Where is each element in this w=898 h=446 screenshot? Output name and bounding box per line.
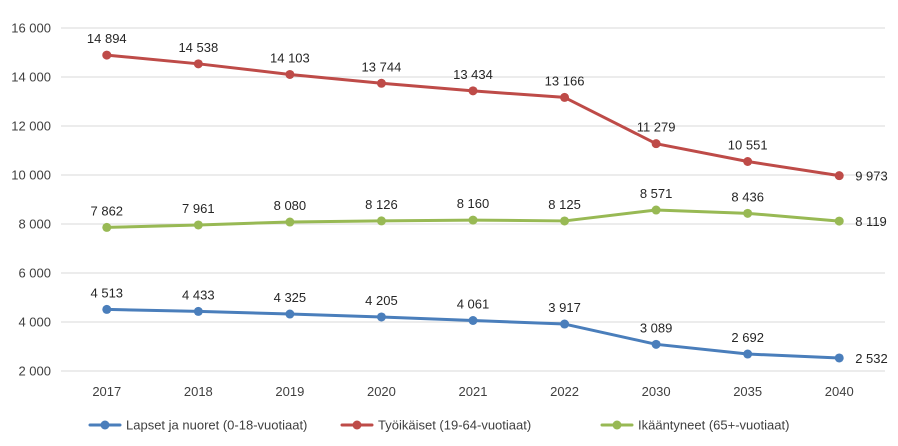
legend-label: Työikäiset (19-64-vuotiaat) — [378, 418, 531, 433]
data-label: 7 862 — [91, 203, 124, 218]
x-axis-ticks: 2017 2018 2019 2020 2021 2022 2030 2035 2040 — [92, 384, 853, 399]
x-tick-label: 2022 — [550, 384, 579, 399]
data-labels-group: 4 513 4 433 4 325 4 205 4 061 3 917 3 089 2 692… — [87, 31, 888, 366]
data-label: 14 538 — [178, 40, 218, 55]
data-label: 3 089 — [640, 320, 673, 335]
data-point — [651, 139, 661, 149]
legend-marker — [352, 420, 362, 430]
data-label: 8 436 — [731, 189, 764, 204]
data-point — [376, 78, 386, 88]
data-point — [834, 353, 844, 363]
data-point — [376, 216, 386, 226]
y-axis-ticks: 2 000 4 000 6 000 8 000 10 000 12 000 14 000 16… — [11, 21, 51, 379]
data-label: 4 325 — [274, 290, 307, 305]
data-point — [285, 309, 295, 319]
legend: Lapset ja nuoret (0-18-vuotiaat) Työikäis… — [88, 418, 789, 433]
data-label: 3 917 — [548, 300, 581, 315]
y-tick-label: 14 000 — [11, 70, 51, 85]
legend-item: Ikääntyneet (65+-vuotiaat) — [600, 418, 789, 433]
data-point — [468, 215, 478, 225]
legend-label: Lapset ja nuoret (0-18-vuotiaat) — [126, 418, 307, 433]
data-point — [743, 349, 753, 359]
data-label: 8 126 — [365, 197, 398, 212]
data-label: 14 103 — [270, 50, 310, 65]
x-tick-label: 2040 — [825, 384, 854, 399]
series-group — [102, 50, 844, 363]
data-label: 8 571 — [640, 186, 673, 201]
x-tick-label: 2019 — [275, 384, 304, 399]
y-tick-label: 8 000 — [18, 217, 51, 232]
data-point — [468, 316, 478, 326]
x-tick-label: 2035 — [733, 384, 762, 399]
data-point — [193, 220, 203, 230]
data-label: 4 205 — [365, 293, 398, 308]
data-label: 9 973 — [855, 169, 888, 184]
data-point — [834, 216, 844, 226]
data-point — [193, 59, 203, 69]
data-label: 13 434 — [453, 67, 493, 82]
data-point — [102, 304, 112, 314]
data-label: 4 433 — [182, 287, 215, 302]
data-label: 10 551 — [728, 138, 768, 153]
x-tick-label: 2018 — [184, 384, 213, 399]
data-label: 13 166 — [545, 73, 585, 88]
data-label: 4 513 — [91, 285, 124, 300]
y-tick-label: 2 000 — [18, 364, 51, 379]
data-label: 14 894 — [87, 31, 127, 46]
data-label: 8 160 — [457, 196, 490, 211]
y-tick-label: 16 000 — [11, 21, 51, 36]
data-point — [743, 208, 753, 218]
data-point — [743, 157, 753, 167]
data-point — [651, 339, 661, 349]
data-label: 8 125 — [548, 197, 581, 212]
data-label: 8 080 — [274, 198, 307, 213]
data-label: 13 744 — [362, 59, 402, 74]
data-label: 11 279 — [637, 120, 676, 135]
y-tick-label: 12 000 — [11, 119, 51, 134]
legend-item: Lapset ja nuoret (0-18-vuotiaat) — [88, 418, 307, 433]
y-tick-label: 10 000 — [11, 168, 51, 183]
data-point — [468, 86, 478, 96]
x-tick-label: 2020 — [367, 384, 396, 399]
x-tick-label: 2030 — [642, 384, 671, 399]
legend-marker — [612, 420, 622, 430]
legend-label: Ikääntyneet (65+-vuotiaat) — [638, 418, 789, 433]
data-point — [834, 171, 844, 181]
data-point — [193, 306, 203, 316]
x-tick-label: 2017 — [92, 384, 121, 399]
legend-item: Työikäiset (19-64-vuotiaat) — [340, 418, 531, 433]
y-tick-label: 6 000 — [18, 266, 51, 281]
data-label: 2 532 — [855, 351, 888, 366]
data-point — [560, 319, 570, 329]
data-point — [102, 222, 112, 232]
x-tick-label: 2021 — [459, 384, 488, 399]
data-point — [285, 69, 295, 79]
data-point — [102, 50, 112, 60]
y-tick-label: 4 000 — [18, 315, 51, 330]
data-point — [285, 217, 295, 227]
data-point — [560, 92, 570, 102]
data-label: 4 061 — [457, 297, 490, 312]
data-label: 7 961 — [182, 201, 215, 216]
legend-marker — [100, 420, 110, 430]
data-point — [376, 312, 386, 322]
data-label: 8 119 — [855, 214, 887, 229]
data-label: 2 692 — [731, 330, 764, 345]
data-point — [560, 216, 570, 226]
data-point — [651, 205, 661, 215]
